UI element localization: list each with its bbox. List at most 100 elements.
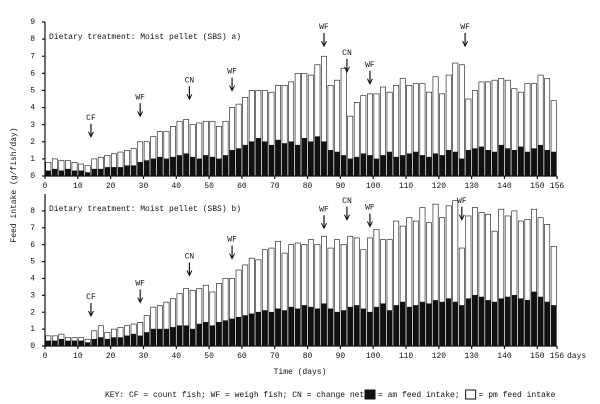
annotation: WF	[227, 236, 237, 245]
bar-segment	[491, 230, 498, 303]
bar-segment	[347, 115, 354, 160]
bar-segment	[511, 88, 518, 151]
x-tick-label: 80	[303, 182, 313, 191]
bar-segment	[550, 246, 557, 306]
bar-segment	[183, 153, 190, 177]
bar-segment	[334, 311, 341, 347]
bar-segment	[150, 158, 157, 177]
annotation-arrowhead	[321, 40, 327, 48]
bar-segment	[478, 81, 485, 148]
bar-segment	[380, 239, 386, 305]
bar-segment	[255, 311, 262, 347]
bar-segment	[91, 330, 98, 340]
x-tick-label: 40	[171, 182, 181, 191]
bar-segment	[445, 205, 452, 300]
bar-segment	[504, 148, 511, 177]
bar-segment	[511, 150, 518, 177]
bar-segment	[71, 170, 78, 177]
bar-segment	[288, 306, 295, 347]
bar-segment	[130, 333, 137, 347]
bar-segment	[550, 100, 557, 153]
bar-segment	[439, 301, 446, 347]
bar-segment	[366, 311, 373, 347]
bar-segment	[91, 168, 98, 177]
annotation: WF	[319, 23, 329, 32]
bar-segment	[406, 153, 413, 177]
y-tick-label: 2	[30, 308, 35, 317]
bar-segment	[544, 224, 551, 303]
bar-segment	[327, 308, 334, 347]
bar-segment	[130, 323, 137, 335]
x-tick-label: 10	[73, 182, 83, 191]
bar-segment	[255, 259, 262, 313]
bar-segment	[84, 165, 91, 173]
bar-segment	[517, 91, 524, 148]
bar-segment	[51, 158, 58, 170]
annotation-arrowhead	[229, 253, 236, 260]
bar-segment	[458, 305, 465, 347]
x-tick-label: 40	[171, 352, 181, 361]
legend-label: = pm feed intake	[479, 391, 556, 400]
bar-segment	[432, 203, 439, 301]
bar-segment	[386, 239, 393, 311]
bar-segment	[406, 85, 413, 155]
bar-segment	[275, 85, 281, 141]
bar-segment	[255, 90, 262, 139]
bar-segment	[268, 144, 275, 177]
bar-segment	[380, 86, 386, 156]
bar-segment	[242, 264, 249, 316]
bar-segment	[366, 237, 373, 313]
bar-segment	[156, 131, 163, 158]
bar-segment	[504, 215, 511, 298]
bar-segment	[242, 96, 249, 146]
annotation: WF	[460, 23, 470, 32]
bar-segment	[340, 244, 347, 311]
bar-segment	[202, 120, 209, 156]
bar-segment	[472, 295, 478, 347]
bar-segment	[445, 150, 452, 177]
bar-segment	[498, 78, 505, 146]
bar-segment	[209, 156, 216, 177]
x-tick-label: 80	[303, 352, 313, 361]
x-tick-label: 30	[139, 352, 149, 361]
annotation: WF	[365, 204, 375, 213]
bar-segment	[156, 328, 163, 347]
x-tick-label: 120	[432, 182, 447, 191]
bar-segment	[163, 328, 170, 347]
y-tick-label: 0	[30, 172, 35, 181]
bar-segment	[78, 170, 85, 177]
y-tick-label: 2	[30, 138, 35, 147]
bar-segment	[485, 81, 492, 151]
bar-segment	[45, 335, 52, 342]
bar-segment	[399, 301, 406, 347]
bar-segment	[340, 310, 347, 347]
bar-segment	[327, 85, 334, 151]
bar-segment	[183, 288, 190, 327]
bar-segment	[124, 335, 130, 347]
y-tick-label: 7	[30, 52, 35, 61]
x-tick-label: 0	[43, 182, 48, 191]
bar-segment	[117, 151, 124, 168]
annotation: WF	[135, 93, 145, 102]
bar-segment	[498, 144, 505, 177]
y-tick-label: 7	[30, 224, 35, 233]
bar-segment	[110, 328, 117, 338]
bar-segment	[176, 120, 183, 156]
bar-segment	[281, 85, 288, 144]
y-tick-label: 1	[30, 325, 35, 334]
bar-segment	[275, 139, 281, 177]
bar-segment	[531, 83, 537, 149]
legend-swatch	[364, 389, 376, 400]
bar-segment	[544, 301, 551, 347]
bar-segment	[242, 315, 249, 347]
bar-segment	[216, 158, 222, 177]
bar-segment	[340, 155, 347, 177]
bar-segment	[202, 155, 209, 177]
bar-segment	[124, 150, 130, 167]
bar-segment	[537, 74, 544, 146]
annotation-arrowhead	[458, 214, 465, 221]
bar-segment	[183, 325, 190, 347]
bar-segment	[143, 315, 150, 333]
bar-segment	[544, 150, 551, 177]
bar-segment	[531, 208, 537, 293]
